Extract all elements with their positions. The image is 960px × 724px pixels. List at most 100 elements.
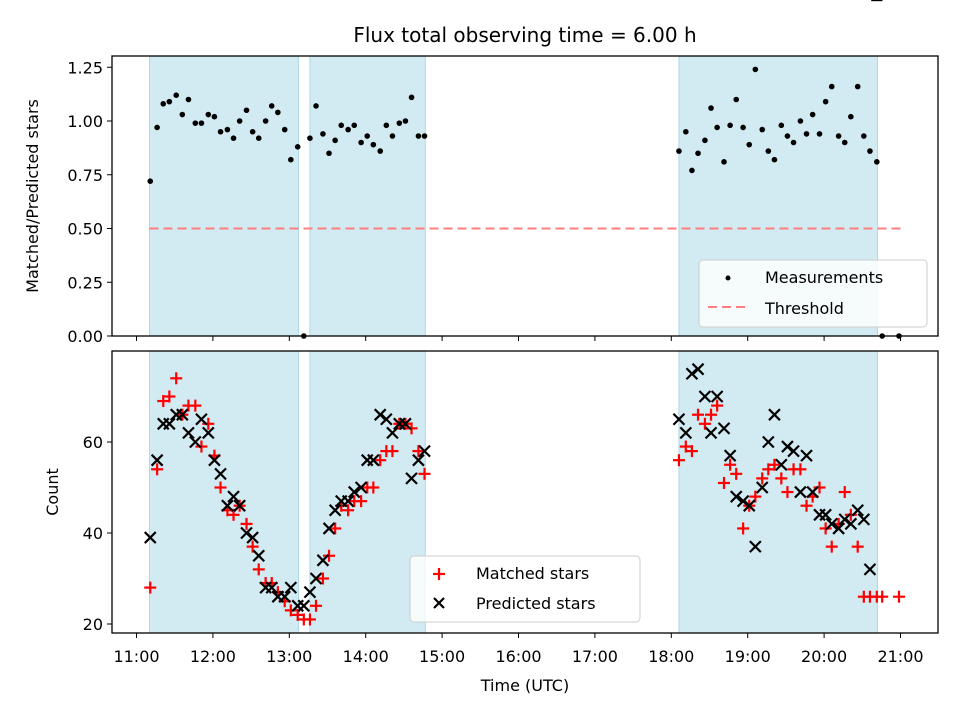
matched-star-point [252, 563, 265, 576]
matched-star-point [825, 540, 838, 553]
bottom-xtick-label: 13:00 [266, 647, 312, 666]
top-span-1 [309, 55, 426, 337]
measurement-point [230, 135, 237, 141]
measurement-point [759, 126, 766, 133]
matched-star-point [844, 508, 857, 521]
bottom-ylabel: Count [43, 468, 62, 516]
matched-star-point [768, 458, 781, 471]
matched-star-point [202, 417, 215, 430]
matched-star-point [762, 463, 775, 476]
measurement-point [797, 118, 804, 124]
measurement-point [166, 98, 173, 105]
predicted-star-point [723, 449, 737, 462]
matched-star-point [892, 590, 905, 603]
measurement-point [721, 159, 727, 165]
matched-star-point [711, 399, 724, 412]
matched-star-point [724, 458, 737, 471]
matched-star-point [418, 467, 431, 480]
matched-star-point [170, 372, 183, 385]
predicted-star-point [755, 481, 769, 494]
measurement-point [236, 118, 243, 124]
matched-star-point [672, 454, 685, 467]
bottom-xtick-label: 18:00 [648, 647, 694, 666]
predicted-star-point [322, 522, 336, 535]
predicted-star-point [863, 563, 877, 576]
measurement-point [848, 113, 854, 120]
predicted-star-point [182, 426, 195, 440]
matched-star-point [749, 490, 762, 503]
matched-star-point [838, 486, 851, 499]
measurement-point [179, 111, 186, 118]
top-ytick-label: 0.25 [67, 273, 103, 292]
matched-star-point [323, 549, 336, 562]
predicted-star-point [412, 453, 425, 467]
matched-star-point [800, 499, 813, 512]
measurement-point [389, 133, 396, 139]
matched-star-point [303, 613, 316, 626]
predicted-star-point [354, 481, 368, 494]
measurement-point [358, 139, 364, 146]
measurement-point [294, 144, 301, 150]
measurement-point [816, 131, 823, 137]
measurement-point [154, 124, 160, 131]
bottom-xtick-label: 21:00 [877, 647, 923, 666]
matched-star-point [227, 508, 240, 521]
measurement-point [702, 137, 708, 144]
measurement-point [211, 113, 218, 120]
predicted-star-point [150, 453, 164, 467]
legend-predicted-label: Predicted stars [476, 594, 596, 613]
bottom-ytick-label: 60 [83, 433, 103, 452]
matched-star-point [679, 440, 692, 453]
predicted-star-point [373, 408, 387, 421]
matched-star-point [405, 422, 418, 435]
measurement-point [676, 148, 682, 154]
matched-star-point [195, 440, 208, 453]
predicted-star-point [787, 444, 800, 458]
predicted-star-point [825, 517, 839, 531]
predicted-star-point [672, 412, 686, 426]
predicted-star-point [265, 581, 279, 594]
predicted-star-point [851, 503, 864, 517]
predicted-star-point [768, 408, 781, 421]
predicted-star-point [233, 499, 246, 512]
measurement-point [714, 124, 720, 131]
measurement-point [867, 148, 873, 154]
measurement-point [249, 128, 256, 135]
measurement-point [771, 156, 778, 163]
predicted-star-point [775, 458, 788, 472]
measurement-point [224, 126, 231, 133]
predicted-star-point [685, 367, 699, 381]
measurement-point [746, 141, 753, 148]
predicted-star-point [762, 435, 775, 449]
measurement-point [752, 66, 759, 73]
predicted-star-point [347, 485, 361, 499]
predicted-star-point [405, 472, 418, 485]
bottom-xtick-label: 12:00 [190, 647, 236, 666]
bottom-xtick-label: 20:00 [801, 647, 847, 666]
measurement-point [396, 120, 403, 126]
predicted-star-point [800, 449, 813, 462]
matched-star-point [157, 395, 170, 408]
predicted-star-point [252, 549, 266, 563]
matched-star-point [698, 417, 711, 430]
measurement-point [822, 98, 829, 105]
measurement-point [217, 128, 224, 135]
measurement-point [192, 120, 199, 126]
matched-star-point [355, 495, 368, 508]
predicted-star-point [806, 485, 819, 499]
predicted-star-point [316, 554, 330, 567]
bottom-axes-frame [111, 350, 939, 634]
measurement-point [695, 150, 701, 157]
measurement-point [683, 128, 689, 135]
bottom-xtick-label: 11:00 [113, 647, 159, 666]
predicted-star-point [176, 408, 189, 421]
measurement-point [185, 96, 192, 103]
measurement-point [402, 118, 409, 124]
measurement-point [874, 159, 880, 165]
matched-star-point [189, 399, 202, 412]
measurement-point [809, 111, 816, 118]
predicted-star-point [297, 599, 311, 613]
measurement-point [205, 111, 212, 118]
measurement-point [332, 137, 338, 144]
matched-star-point [163, 390, 176, 403]
